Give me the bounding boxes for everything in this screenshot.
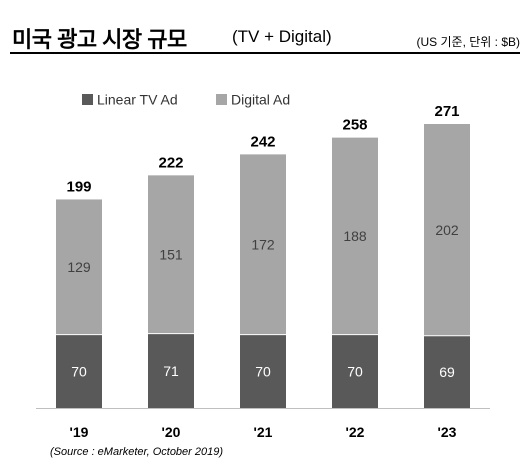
bar-linear-tv-4	[424, 335, 470, 408]
data-label-linear-tv-2: 70	[255, 363, 271, 379]
data-label-digital-1: 151	[159, 246, 183, 262]
bar-digital-4	[424, 124, 470, 336]
data-label-linear-tv-3: 70	[347, 363, 363, 379]
total-label-2: 242	[250, 133, 275, 150]
source-note: (Source : eMarketer, October 2019)	[50, 446, 224, 458]
category-label-3: '22	[346, 424, 365, 440]
data-label-digital-3: 188	[343, 228, 367, 244]
chart-title: 미국 광고 시장 규모	[12, 27, 187, 52]
chart-subtitle: (TV + Digital)	[232, 27, 332, 46]
title-underline	[10, 52, 520, 54]
total-label-3: 258	[342, 117, 367, 134]
category-label-0: '19	[70, 424, 89, 440]
bar-linear-tv-0	[56, 334, 102, 408]
bar-digital-3	[332, 137, 378, 335]
bar-linear-tv-2	[240, 334, 286, 408]
data-label-digital-0: 129	[67, 259, 91, 275]
unit-note: (US 기준, 단위 : $B)	[416, 35, 520, 49]
bar-digital-2	[240, 154, 286, 335]
data-label-linear-tv-1: 71	[163, 363, 179, 379]
data-label-linear-tv-4: 69	[439, 364, 455, 380]
bar-linear-tv-1	[148, 333, 194, 408]
legend-label-1: Digital Ad	[231, 92, 290, 108]
bar-linear-tv-3	[332, 334, 378, 408]
category-label-2: '21	[254, 424, 273, 440]
data-label-digital-4: 202	[435, 222, 459, 238]
data-label-linear-tv-0: 70	[71, 363, 87, 379]
bars-group: 70 129 199 71 151 222 70 172 242 70 188 258 69 202 271	[56, 103, 470, 408]
legend-swatch-0	[82, 94, 93, 105]
bar-digital-1	[148, 175, 194, 334]
bar-digital-0	[56, 199, 102, 335]
category-labels: '19 '20 '21 '22 '23	[70, 424, 457, 440]
category-label-1: '20	[162, 424, 181, 440]
legend-label-0: Linear TV Ad	[97, 92, 178, 108]
data-label-digital-2: 172	[251, 237, 275, 253]
total-label-0: 199	[66, 178, 91, 195]
legend-swatch-1	[216, 94, 227, 105]
category-label-4: '23	[438, 424, 457, 440]
legend: Linear TV Ad Digital Ad	[82, 92, 290, 108]
total-label-1: 222	[158, 154, 183, 171]
total-label-4: 271	[434, 103, 459, 120]
